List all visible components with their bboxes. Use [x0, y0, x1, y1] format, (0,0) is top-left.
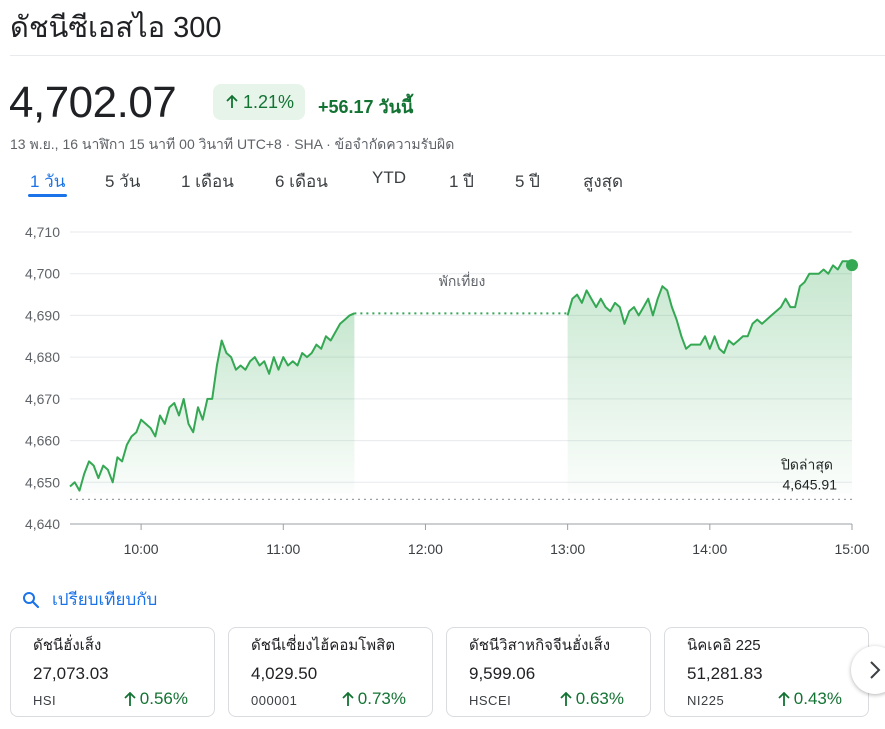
compare-card-hscei[interactable]: ดัชนีวิสาหกิจจีนฮั่งเส็ง 9,599.06 HSCEI …: [446, 627, 651, 717]
series-area-1: [70, 313, 355, 494]
y-tick-label: 4,640: [25, 516, 60, 532]
quote-meta: 13 พ.ย., 16 นาฬิกา 15 นาที 00 วินาที UTC…: [10, 136, 455, 152]
tab-1-year[interactable]: 1 ปี: [449, 172, 474, 191]
card-change: 0.73%: [341, 689, 406, 709]
percent-change-value: 1.21%: [242, 91, 295, 112]
card-change-value: 0.43%: [793, 689, 842, 708]
next-cards-button[interactable]: [851, 646, 885, 694]
card-price: 51,281.83: [687, 664, 763, 683]
y-tick-label: 4,710: [25, 224, 60, 240]
x-tick-label: 13:00: [550, 541, 585, 557]
search-icon: [23, 591, 40, 608]
compare-card-000001[interactable]: ดัชนีเซี่ยงไฮ้คอมโพสิต 4,029.50 000001 0…: [228, 627, 433, 717]
compare-button[interactable]: เปรียบเทียบกับ: [22, 586, 157, 613]
page-title: ดัชนีซีเอสไอ 300: [10, 12, 222, 44]
price-chart[interactable]: 4,640 4,650 4,660 4,670 4,680 4,690 4,700 4,710…: [0, 210, 885, 570]
compare-card-hsi[interactable]: ดัชนีฮั่งเส็ง 27,073.03 HSI 0.56%: [10, 627, 215, 717]
compare-card-ni225[interactable]: นิคเคอิ 225 51,281.83 NI225 0.43%: [664, 627, 869, 717]
tab-5-years[interactable]: 5 ปี: [515, 172, 540, 191]
card-change: 0.43%: [777, 689, 842, 709]
x-tick-label: 15:00: [834, 541, 869, 557]
card-symbol: 000001: [251, 693, 298, 708]
x-tick-label: 14:00: [692, 541, 727, 557]
y-tick-label: 4,690: [25, 307, 60, 323]
tab-5-days[interactable]: 5 วัน: [105, 172, 141, 191]
series-line-1: [69, 312, 355, 492]
x-tick-label: 11:00: [266, 541, 300, 557]
card-price: 4,029.50: [251, 664, 318, 683]
card-change-value: 0.63%: [575, 689, 624, 708]
arrow-up-icon: [778, 691, 790, 706]
tab-1-day[interactable]: 1 วัน: [28, 168, 68, 197]
tab-label: 1 วัน: [30, 172, 66, 191]
y-tick-label: 4,680: [25, 349, 60, 365]
card-name: นิคเคอิ 225: [687, 637, 761, 654]
last-point-marker: [846, 259, 858, 272]
tab-ytd[interactable]: YTD: [372, 168, 406, 187]
card-change: 0.63%: [559, 689, 624, 709]
current-price: 4,702.07: [9, 78, 177, 127]
y-tick-label: 4,660: [25, 433, 60, 449]
absolute-change: +56.17 วันนี้: [318, 97, 414, 117]
tab-1-month[interactable]: 1 เดือน: [181, 172, 234, 191]
card-price: 9,599.06: [469, 664, 536, 683]
card-name: ดัชนีเซี่ยงไฮ้คอมโพสิต: [251, 637, 396, 654]
arrow-up-icon: [560, 691, 572, 706]
card-symbol: HSI: [33, 693, 57, 708]
tab-max[interactable]: สูงสุด: [583, 172, 624, 191]
card-change-value: 0.56%: [139, 689, 188, 708]
card-name: ดัชนีวิสาหกิจจีนฮั่งเส็ง: [469, 637, 611, 654]
card-symbol: HSCEI: [469, 693, 512, 708]
chevron-right-icon: [870, 661, 881, 679]
compare-label: เปรียบเทียบกับ: [52, 590, 158, 609]
series-line-2: [566, 260, 853, 354]
y-tick-label: 4,670: [25, 391, 60, 407]
percent-change-badge: 1.21%: [213, 84, 305, 120]
arrow-up-icon: [342, 691, 354, 706]
tab-6-months[interactable]: 6 เดือน: [275, 172, 328, 191]
divider: [10, 55, 885, 56]
card-change-value: 0.73%: [357, 689, 406, 708]
y-tick-label: 4,650: [25, 474, 60, 490]
y-tick-label: 4,700: [25, 266, 60, 282]
arrow-up-icon: [124, 691, 136, 706]
lunch-break-label: พักเที่ยง: [439, 272, 486, 289]
card-name: ดัชนีฮั่งเส็ง: [33, 637, 102, 654]
series-area-2: [567, 261, 852, 494]
x-tick-label: 10:00: [124, 541, 159, 557]
x-tick-label: 12:00: [408, 541, 443, 557]
card-price: 27,073.03: [33, 664, 109, 683]
arrow-up-icon: [226, 94, 238, 108]
active-tab-indicator: [28, 194, 68, 197]
card-change: 0.56%: [123, 689, 188, 709]
card-symbol: NI225: [687, 693, 725, 708]
